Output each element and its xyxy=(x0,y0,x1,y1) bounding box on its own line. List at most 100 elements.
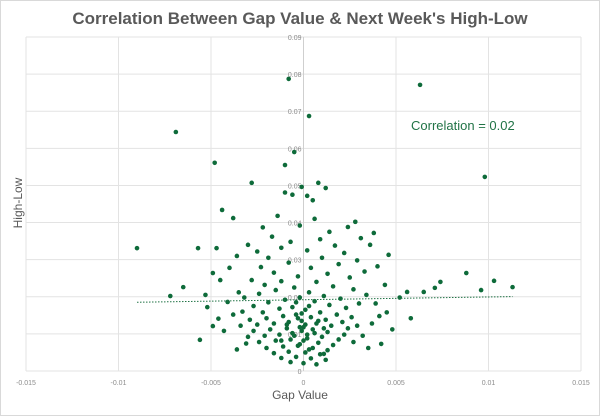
data-point xyxy=(251,303,256,309)
data-point xyxy=(293,312,299,317)
data-point xyxy=(277,306,282,311)
data-point xyxy=(382,282,388,288)
data-point xyxy=(254,322,260,327)
data-point xyxy=(365,345,371,351)
data-point xyxy=(364,292,369,298)
data-point xyxy=(212,160,217,166)
data-point xyxy=(316,340,321,346)
data-point xyxy=(319,334,325,340)
data-point xyxy=(308,265,314,271)
data-point xyxy=(384,310,390,315)
data-point xyxy=(260,310,266,315)
data-point xyxy=(421,289,427,295)
data-point xyxy=(242,295,247,300)
data-point xyxy=(332,243,338,248)
data-point xyxy=(491,278,497,284)
data-point xyxy=(349,314,354,320)
trendline xyxy=(136,296,513,303)
x-tick-label: 0.005 xyxy=(387,380,405,387)
data-point xyxy=(249,180,254,186)
data-point xyxy=(330,342,336,348)
data-point xyxy=(256,339,262,345)
data-point xyxy=(295,274,301,279)
data-point xyxy=(267,327,273,332)
data-point xyxy=(353,219,358,225)
data-point xyxy=(286,260,292,265)
data-point xyxy=(277,332,282,337)
data-point xyxy=(304,332,310,337)
x-tick-label: 0.015 xyxy=(572,380,590,387)
data-point xyxy=(336,261,341,267)
data-point xyxy=(351,287,356,292)
data-point xyxy=(230,312,236,317)
data-point xyxy=(297,341,303,347)
data-point xyxy=(197,337,203,343)
data-point xyxy=(245,242,251,248)
data-point xyxy=(417,82,423,88)
data-point xyxy=(373,301,378,306)
data-point xyxy=(288,239,293,245)
data-point xyxy=(279,278,284,284)
data-point xyxy=(308,314,314,320)
data-point xyxy=(304,193,310,199)
data-point xyxy=(482,174,488,180)
data-point xyxy=(321,326,327,331)
data-point xyxy=(299,311,304,316)
data-point xyxy=(390,327,395,332)
data-point xyxy=(249,277,254,283)
data-point xyxy=(312,298,317,304)
data-point xyxy=(323,357,329,363)
chart-title: Correlation Between Gap Value & Next Wee… xyxy=(72,9,528,28)
data-point xyxy=(316,180,321,186)
data-point xyxy=(271,350,277,356)
y-tick-label: 0.04 xyxy=(288,221,302,228)
data-point xyxy=(334,312,340,317)
data-point xyxy=(321,293,327,299)
data-point xyxy=(358,235,364,241)
data-point xyxy=(464,270,469,276)
data-point xyxy=(282,190,288,195)
data-point xyxy=(291,149,297,155)
data-point xyxy=(510,284,515,290)
data-point xyxy=(293,300,299,305)
data-point xyxy=(438,279,443,285)
data-point xyxy=(354,323,360,329)
data-point xyxy=(371,230,377,236)
data-point xyxy=(323,317,329,323)
data-point xyxy=(375,264,380,269)
data-point xyxy=(299,184,304,190)
data-point xyxy=(230,215,236,221)
y-tick-label: 0.08 xyxy=(288,72,302,79)
data-point xyxy=(217,277,223,283)
data-point xyxy=(227,265,232,271)
data-point xyxy=(432,285,438,291)
data-point xyxy=(354,258,360,263)
data-point xyxy=(282,162,288,168)
data-point xyxy=(293,354,299,360)
data-point xyxy=(168,293,173,299)
data-point xyxy=(210,323,216,329)
data-point xyxy=(286,349,292,355)
data-point xyxy=(134,245,140,251)
y-axis-label: High-Low xyxy=(11,177,25,229)
data-point xyxy=(377,313,382,319)
data-point xyxy=(205,304,210,310)
data-point xyxy=(203,292,208,298)
data-point xyxy=(310,345,316,351)
data-point xyxy=(247,317,253,323)
data-point xyxy=(221,328,227,334)
data-point xyxy=(290,192,295,198)
data-point xyxy=(262,333,267,339)
data-point xyxy=(304,336,310,341)
data-point xyxy=(306,290,312,295)
data-point xyxy=(284,326,290,331)
data-point xyxy=(245,334,251,340)
data-point xyxy=(325,347,330,353)
data-point xyxy=(291,333,297,339)
data-point xyxy=(273,338,279,343)
data-point xyxy=(262,282,267,288)
data-point xyxy=(301,338,306,343)
data-point xyxy=(347,275,353,280)
data-point xyxy=(310,197,316,203)
